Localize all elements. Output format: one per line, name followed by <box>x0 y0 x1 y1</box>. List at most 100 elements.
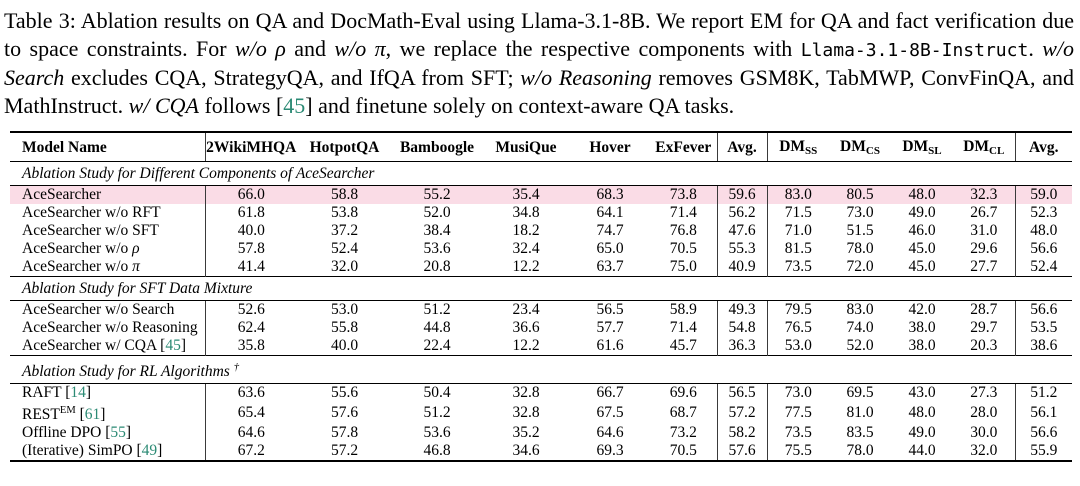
value-cell: 71.5 <box>766 204 829 222</box>
value-cell: 57.8 <box>204 240 297 258</box>
value-cell: 38.6 <box>1014 337 1072 356</box>
text-segment: AceSearcher w/o RFT <box>22 204 161 221</box>
value-cell: 61.6 <box>596 337 624 354</box>
citation-link[interactable]: 14 <box>70 384 86 402</box>
table-row: AceSearcher w/o ρ 57.8 52.4 53.6 32.4 65.0 70.… <box>10 240 1072 258</box>
value-cell: 69.6 <box>669 384 697 402</box>
value-cell: 61.8 <box>204 204 297 222</box>
model-name-cell: AceSearcher w/o ρ <box>10 240 205 258</box>
col-header-avg-: Avg. <box>1014 132 1072 162</box>
model-name-cell: AceSearcher w/o Reasoning <box>10 319 205 337</box>
value-cell: 77.5 <box>766 402 829 425</box>
value-cell: 26.7 <box>970 204 998 221</box>
value-cell: 45.0 <box>908 240 936 257</box>
citation-link[interactable]: 45 <box>283 92 306 118</box>
section-header-row: Ablation Study for RL Algorithms † <box>10 354 1072 385</box>
value-cell: 56.6 <box>1014 240 1072 258</box>
value-cell: 30.0 <box>970 424 998 442</box>
value-cell: 40.9 <box>716 258 767 277</box>
value-cell: 57.2 <box>330 442 359 460</box>
value-cell: 51.2 <box>423 404 451 422</box>
value-cell: 52.4 <box>330 240 359 257</box>
value-cell: 68.3 <box>570 185 650 204</box>
value-cell: 76.8 <box>669 222 697 239</box>
value-cell: 48.0 <box>908 404 936 422</box>
value-cell: 55.6 <box>330 384 359 402</box>
text-segment: AceSearcher <box>22 186 102 203</box>
text-segment: AceSearcher w/o <box>22 258 133 275</box>
value-cell: 58.8 <box>297 185 392 204</box>
value-cell: 73.5 <box>766 258 829 277</box>
citation-link[interactable]: 61 <box>84 406 101 424</box>
value-cell: 48.0 <box>1014 222 1072 240</box>
text-segment: and <box>285 35 335 61</box>
value-cell: 20.3 <box>970 337 998 354</box>
col-header-hotpotqa: HotpotQA <box>297 132 392 162</box>
value-cell: 72.0 <box>846 258 874 275</box>
value-cell: 76.5 <box>766 319 829 337</box>
model-name-cell: RESTEM [61] <box>10 402 205 424</box>
value-cell: 75.0 <box>669 258 697 275</box>
value-cell: 57.6 <box>716 442 767 462</box>
citation-link[interactable]: 49 <box>141 442 158 460</box>
col-header-label: Bamboogle <box>399 138 475 156</box>
text-segment: AceSearcher w/o Search <box>22 301 175 318</box>
text-segment: Ablation Study for Different Components … <box>22 165 375 182</box>
value-cell: 41.4 <box>204 258 297 277</box>
value-cell: 29.7 <box>970 319 998 336</box>
highlighted-table-row: AceSearcher 66.0 58.8 55.2 35.4 68.3 73.8 59.6 8… <box>10 185 1072 204</box>
value-cell: 37.2 <box>330 222 359 239</box>
table-row: AceSearcher w/o RFT 61.8 53.8 52.0 34.8 64.1 7… <box>10 204 1072 222</box>
text-segment: AceSearcher w/ CQA [ <box>22 337 166 354</box>
text-segment: w/o Reasoning <box>520 65 652 90</box>
text-segment: [ <box>75 406 85 424</box>
text-segment: AceSearcher w/o <box>22 240 133 257</box>
model-name-cell: AceSearcher w/o π <box>10 258 205 277</box>
value-cell: 69.5 <box>846 384 874 402</box>
citation-link[interactable]: 55 <box>110 424 126 442</box>
model-name-cell: AceSearcher w/o SFT <box>10 222 205 240</box>
value-cell: 23.4 <box>512 301 540 318</box>
value-cell: 18.2 <box>512 222 540 239</box>
citation-link[interactable]: 45 <box>165 337 181 354</box>
value-cell: 57.8 <box>330 424 359 442</box>
col-header-dm-cs: DMCS <box>829 132 891 162</box>
text-segment: RAFT [ <box>22 384 71 402</box>
value-cell: 52.0 <box>846 337 874 354</box>
value-cell: 65.0 <box>596 240 624 257</box>
col-header-dm-cl: DMCL <box>953 132 1015 162</box>
value-cell: 56.1 <box>1014 402 1072 425</box>
text-segment: Table 3: Ablation results on QA and DocM… <box>4 8 1074 61</box>
text-segment: ] and finetune solely on context-aware Q… <box>305 92 735 118</box>
col-header-bamboogle: Bamboogle <box>392 132 482 162</box>
section-title: Ablation Study for RL Algorithms † <box>10 354 1072 385</box>
value-cell: 57.7 <box>596 319 624 336</box>
value-cell: 56.5 <box>716 383 767 403</box>
value-cell: 43.0 <box>908 384 936 402</box>
text-segment: ] <box>180 337 186 354</box>
greek-symbol: π <box>132 258 140 275</box>
value-cell: 68.7 <box>669 404 697 422</box>
model-name-cell: (Iterative) SimPO [49] <box>10 442 205 461</box>
value-cell: 35.2 <box>512 424 540 442</box>
value-cell: 27.3 <box>970 384 998 402</box>
col-header-dm-sl: DMSL <box>891 132 953 162</box>
value-cell: 58.9 <box>669 301 697 318</box>
greek-symbol: ρ <box>275 35 286 61</box>
value-cell: 34.6 <box>512 442 540 460</box>
value-cell: 81.0 <box>846 404 874 422</box>
value-cell: 56.6 <box>1014 300 1072 319</box>
value-cell: 53.6 <box>423 424 451 442</box>
value-cell: 50.4 <box>423 384 451 402</box>
ablation-results-table: Model Name 2WikiMHQA HotpotQA Bamboogle Musi… <box>10 131 1072 463</box>
value-cell: 83.5 <box>846 424 874 442</box>
value-cell: 73.8 <box>650 185 717 204</box>
value-cell: 83.0 <box>846 301 874 318</box>
value-cell: 48.0 <box>891 185 953 204</box>
value-cell: 54.8 <box>716 319 767 337</box>
table-row: AceSearcher w/o Search 52.6 53.0 51.2 23.4 56… <box>10 300 1072 319</box>
value-cell: 71.4 <box>669 319 697 336</box>
text-segment: Ablation Study for RL Algorithms <box>22 363 234 381</box>
value-cell: 47.6 <box>716 222 767 240</box>
value-cell: 51.2 <box>423 301 451 318</box>
